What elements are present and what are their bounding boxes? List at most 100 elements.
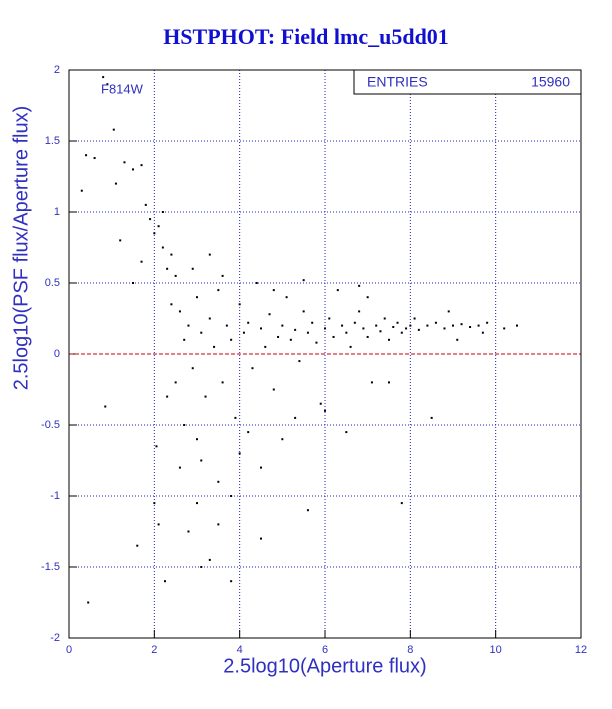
- x-tick-label: 10: [490, 644, 502, 656]
- point: [112, 128, 115, 131]
- point: [319, 402, 322, 405]
- point: [217, 480, 220, 483]
- y-tick-label: -1: [50, 490, 60, 502]
- point: [324, 327, 326, 330]
- y-tick-label: -2: [50, 632, 60, 644]
- point: [230, 495, 233, 497]
- point: [87, 601, 90, 604]
- point: [217, 289, 220, 292]
- point: [221, 381, 224, 384]
- point: [430, 416, 433, 419]
- point: [104, 405, 107, 408]
- point: [516, 324, 518, 327]
- point: [481, 331, 484, 334]
- point: [161, 246, 164, 249]
- point: [166, 395, 169, 398]
- point: [153, 502, 156, 505]
- point: [345, 431, 348, 434]
- point: [281, 438, 284, 441]
- point: [204, 395, 207, 398]
- point: [260, 537, 262, 540]
- point: [170, 303, 173, 306]
- stats-label: ENTRIES: [367, 74, 428, 90]
- x-tick-label: 12: [575, 644, 587, 656]
- point: [456, 338, 459, 341]
- point: [251, 367, 254, 370]
- x-tick-label: 4: [237, 644, 243, 656]
- point: [140, 260, 143, 263]
- point: [132, 282, 134, 284]
- stats-value: 15960: [531, 74, 570, 90]
- point: [264, 345, 267, 348]
- point: [164, 580, 166, 583]
- point: [358, 310, 361, 313]
- point: [366, 335, 369, 338]
- point: [375, 324, 378, 327]
- point: [132, 168, 134, 171]
- y-tick-label: 1: [54, 206, 60, 218]
- point: [383, 317, 386, 320]
- point: [409, 324, 412, 327]
- y-tick-label: 2: [54, 64, 60, 76]
- point: [247, 321, 250, 324]
- point: [85, 154, 88, 157]
- point: [200, 331, 203, 334]
- point: [157, 523, 160, 526]
- point: [170, 253, 173, 256]
- y-tick-label: 1.5: [45, 135, 60, 147]
- point: [114, 182, 117, 185]
- point: [452, 324, 454, 327]
- point: [208, 253, 211, 256]
- point: [366, 296, 369, 299]
- point: [413, 317, 416, 320]
- point: [155, 445, 158, 448]
- point: [230, 580, 233, 583]
- point: [336, 289, 339, 292]
- point: [460, 323, 463, 326]
- point: [196, 502, 198, 505]
- point: [247, 431, 250, 434]
- point: [426, 324, 429, 327]
- point: [370, 381, 373, 384]
- point: [119, 239, 122, 242]
- point: [469, 326, 472, 329]
- point: [306, 509, 309, 512]
- point: [213, 345, 216, 348]
- point: [80, 189, 83, 192]
- x-tick-label: 0: [66, 644, 72, 656]
- point: [341, 324, 344, 327]
- point: [187, 530, 190, 533]
- y-tick-label: -1.5: [41, 561, 60, 573]
- point: [196, 296, 198, 299]
- x-tick-label: 2: [151, 644, 157, 656]
- point: [183, 424, 186, 426]
- point: [358, 284, 361, 287]
- point: [434, 321, 437, 324]
- point: [272, 388, 275, 391]
- point: [345, 331, 348, 334]
- point: [311, 321, 314, 324]
- point: [294, 416, 297, 419]
- point: [405, 327, 408, 330]
- points: [80, 76, 518, 604]
- point: [285, 296, 288, 299]
- point: [144, 203, 147, 206]
- point: [225, 324, 228, 327]
- point: [332, 335, 335, 338]
- plot-frame: [68, 69, 582, 639]
- point: [153, 232, 156, 235]
- x-axis-label: 2.5log10(Aperture flux): [223, 655, 426, 677]
- point: [400, 331, 403, 334]
- point: [379, 330, 382, 333]
- point: [208, 317, 211, 320]
- point: [486, 321, 489, 324]
- point: [388, 381, 390, 384]
- point: [392, 326, 395, 329]
- point: [289, 338, 292, 341]
- point: [234, 416, 237, 419]
- point: [302, 279, 305, 282]
- point: [255, 282, 258, 284]
- x-tick-label: 8: [407, 644, 413, 656]
- point: [102, 76, 105, 79]
- point: [174, 274, 177, 277]
